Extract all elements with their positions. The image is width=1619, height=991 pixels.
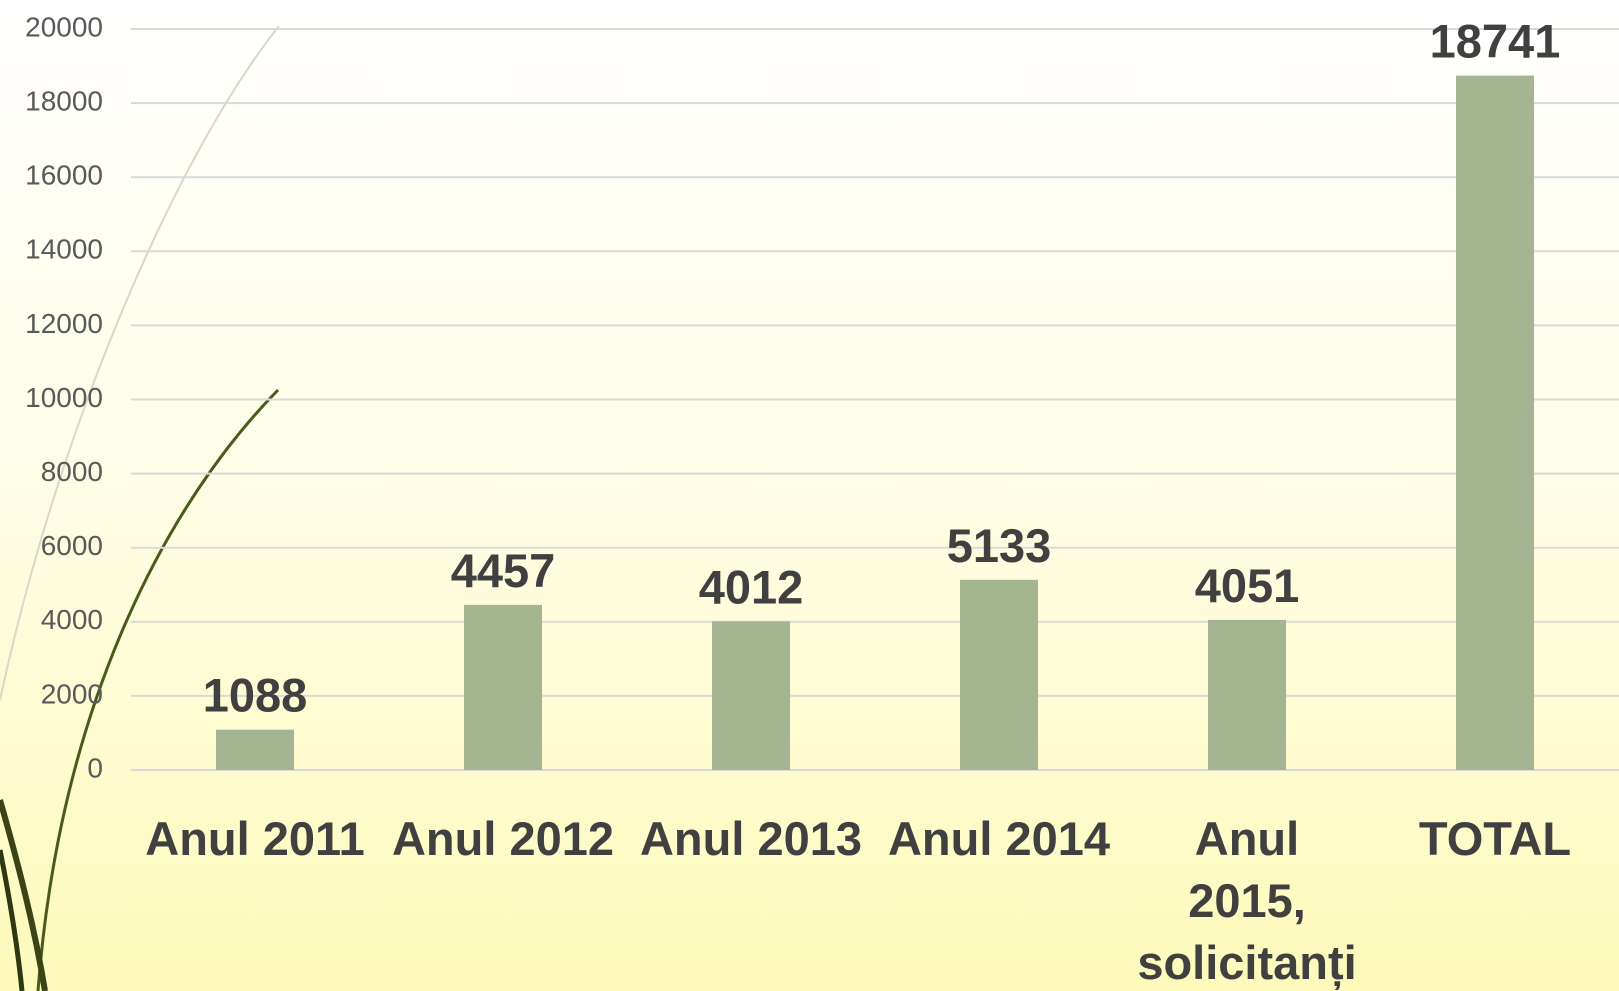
y-tick-label: 6000 xyxy=(41,530,103,561)
y-tick-label: 10000 xyxy=(25,382,103,413)
x-tick-label: Anul 2013 xyxy=(639,812,863,865)
bar xyxy=(216,729,294,770)
y-tick-label: 20000 xyxy=(25,11,103,42)
value-label: 4051 xyxy=(1195,559,1300,612)
value-label: 4012 xyxy=(699,560,804,613)
x-tick-label: Anul 2014 xyxy=(887,812,1111,865)
value-label: 18741 xyxy=(1430,15,1561,68)
y-tick-label: 18000 xyxy=(25,85,103,116)
x-tick-label: Anul 2012 xyxy=(391,812,615,865)
x-tick-label: Anul 2015, solicitanți xyxy=(1137,812,1357,989)
y-tick-label: 4000 xyxy=(41,604,103,635)
y-tick-label: 16000 xyxy=(25,160,103,191)
decoration xyxy=(0,799,48,991)
decoration xyxy=(0,25,280,701)
bar xyxy=(712,621,790,770)
decoration xyxy=(36,388,280,991)
y-tick-label: 2000 xyxy=(41,678,103,709)
value-label: 5133 xyxy=(947,519,1052,572)
value-label: 4457 xyxy=(451,544,556,597)
bar xyxy=(1208,619,1286,770)
bar xyxy=(960,579,1038,770)
y-tick-label: 0 xyxy=(87,752,103,783)
x-tick-label: TOTAL xyxy=(1418,812,1572,865)
bar xyxy=(1456,75,1534,771)
value-label: 1088 xyxy=(203,669,308,722)
decoration xyxy=(0,849,25,991)
y-tick-label: 12000 xyxy=(25,308,103,339)
bar xyxy=(464,604,542,770)
x-tick-label: Anul 2011 xyxy=(145,812,365,865)
y-tick-label: 8000 xyxy=(41,456,103,487)
y-tick-label: 14000 xyxy=(25,234,103,265)
